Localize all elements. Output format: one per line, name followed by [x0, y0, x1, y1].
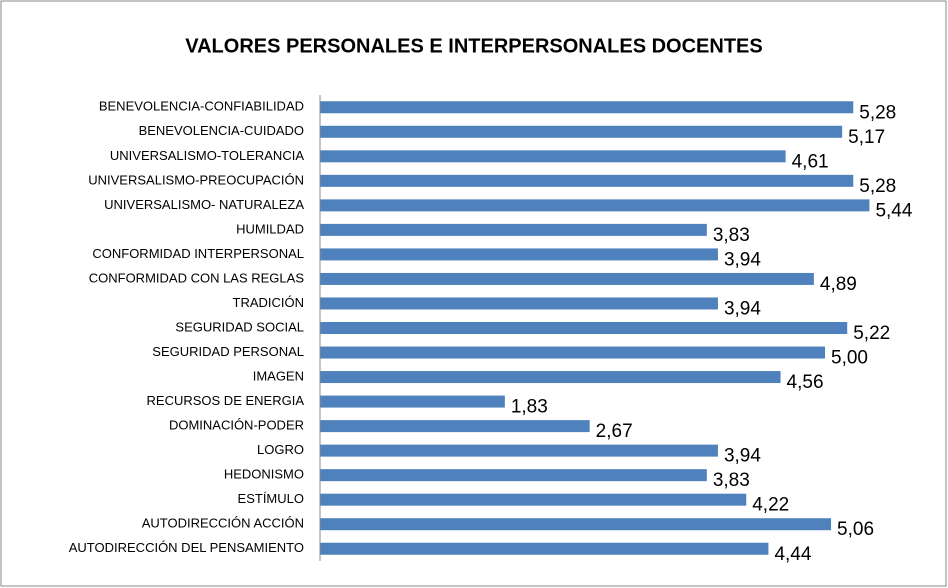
- data-label: 3,94: [724, 446, 761, 467]
- y-tick-label: BENEVOLENCIA-CUIDADO: [139, 123, 304, 138]
- data-label: 4,61: [792, 151, 829, 172]
- bar: [320, 444, 718, 457]
- y-tick-label: RECURSOS DE ENERGIA: [147, 393, 305, 408]
- bar: [320, 322, 848, 334]
- y-tick-label: DOMINACIÓN-PODER: [169, 418, 304, 433]
- data-label: 5,06: [837, 519, 874, 540]
- bar: [320, 346, 825, 359]
- data-label: 1,83: [511, 397, 548, 418]
- data-label: 3,83: [713, 225, 750, 246]
- data-label: 3,83: [713, 470, 750, 491]
- data-label: 5,28: [859, 102, 896, 123]
- y-tick-label: CONFORMIDAD INTERPERSONAL: [92, 246, 304, 261]
- bar: [320, 469, 707, 482]
- y-tick-label: ESTÍMULO: [238, 491, 304, 506]
- y-tick-label: HUMILDAD: [236, 221, 304, 236]
- data-label: 4,44: [774, 544, 811, 565]
- data-label: 4,89: [820, 274, 857, 295]
- data-label: 2,67: [596, 421, 633, 442]
- data-label: 3,94: [724, 298, 761, 319]
- bar: [320, 248, 718, 261]
- y-tick-label: SEGURIDAD SOCIAL: [175, 319, 304, 334]
- y-tick-label: HEDONISMO: [224, 467, 304, 482]
- y-tick-label: UNIVERSALISMO-TOLERANCIA: [110, 148, 304, 163]
- y-tick-label: UNIVERSALISMO- NATURALEZA: [104, 197, 304, 212]
- data-label: 4,22: [752, 495, 789, 516]
- data-label: 5,44: [875, 200, 912, 221]
- bar: [320, 199, 870, 212]
- bar: [320, 101, 854, 114]
- chart-title: VALORES PERSONALES E INTERPERSONALES DOC…: [185, 35, 763, 57]
- y-tick-label: TRADICIÓN: [233, 295, 305, 310]
- bar: [320, 493, 747, 506]
- data-label: 5,00: [831, 348, 868, 369]
- y-tick-label: SEGURIDAD PERSONAL: [152, 344, 304, 359]
- bar: [320, 125, 843, 138]
- y-tick-label: LOGRO: [257, 442, 304, 457]
- data-label: 4,56: [787, 372, 824, 393]
- bar: [320, 420, 590, 433]
- data-label: 5,17: [848, 127, 885, 148]
- bar: [320, 272, 814, 285]
- y-tick-label: IMAGEN: [253, 368, 304, 383]
- y-tick-label: AUTODIRECCIÓN DEL PENSAMIENTO: [69, 540, 304, 555]
- data-label: 5,22: [853, 323, 890, 344]
- y-tick-label: UNIVERSALISMO-PREOCUPACIÓN: [88, 172, 304, 187]
- y-tick-label: BENEVOLENCIA-CONFIABILIDAD: [99, 99, 304, 114]
- bar: [320, 297, 718, 310]
- bar: [320, 223, 707, 236]
- data-label: 5,28: [859, 176, 896, 197]
- y-tick-label: CONFORMIDAD CON LAS REGLAS: [89, 270, 305, 285]
- bar: [320, 174, 854, 187]
- bar: [320, 150, 786, 163]
- bar: [320, 518, 832, 531]
- bar: [320, 542, 769, 555]
- bar: [320, 371, 781, 384]
- y-tick-label: AUTODIRECCIÓN ACCIÓN: [142, 516, 304, 531]
- data-label: 3,94: [724, 249, 761, 270]
- bar: [320, 395, 505, 408]
